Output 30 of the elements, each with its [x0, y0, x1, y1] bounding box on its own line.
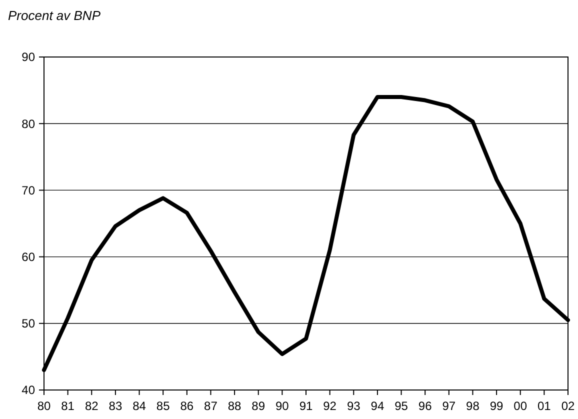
x-tick-label: 93 [346, 399, 361, 413]
x-tick-label: 82 [84, 399, 99, 413]
y-tick-label: 80 [22, 116, 36, 131]
y-tick-label: 50 [22, 316, 36, 331]
x-tick-label: 92 [323, 399, 337, 413]
x-tick-label: 87 [204, 399, 218, 413]
x-tick-label: 91 [299, 399, 313, 413]
x-tick-label: 81 [61, 399, 75, 413]
x-tick-label: 97 [442, 399, 456, 413]
y-tick-label: 40 [22, 383, 36, 398]
x-tick-label: 89 [252, 399, 266, 413]
y-tick-label: 90 [22, 50, 36, 64]
x-tick-label: 01 [538, 399, 552, 413]
x-tick-label: 99 [490, 399, 504, 413]
x-tick-label: 80 [37, 399, 51, 413]
x-tick-label: 00 [514, 399, 528, 413]
x-tick-label: 98 [466, 399, 480, 413]
x-tick-label: 83 [108, 399, 122, 413]
x-tick-label: 96 [418, 399, 432, 413]
x-tick-label: 84 [132, 399, 146, 413]
x-tick-label: 88 [228, 399, 242, 413]
y-axis-title: Procent av BNP [8, 8, 101, 23]
y-tick-label: 60 [22, 250, 36, 264]
x-tick-label: 95 [394, 399, 408, 413]
x-tick-label: 85 [156, 399, 170, 413]
x-tick-label: 86 [180, 399, 194, 413]
x-tick-label: 94 [370, 399, 384, 413]
x-tick-label: 90 [276, 399, 290, 413]
x-tick-label: 02 [561, 399, 575, 413]
y-tick-label: 70 [22, 183, 36, 198]
